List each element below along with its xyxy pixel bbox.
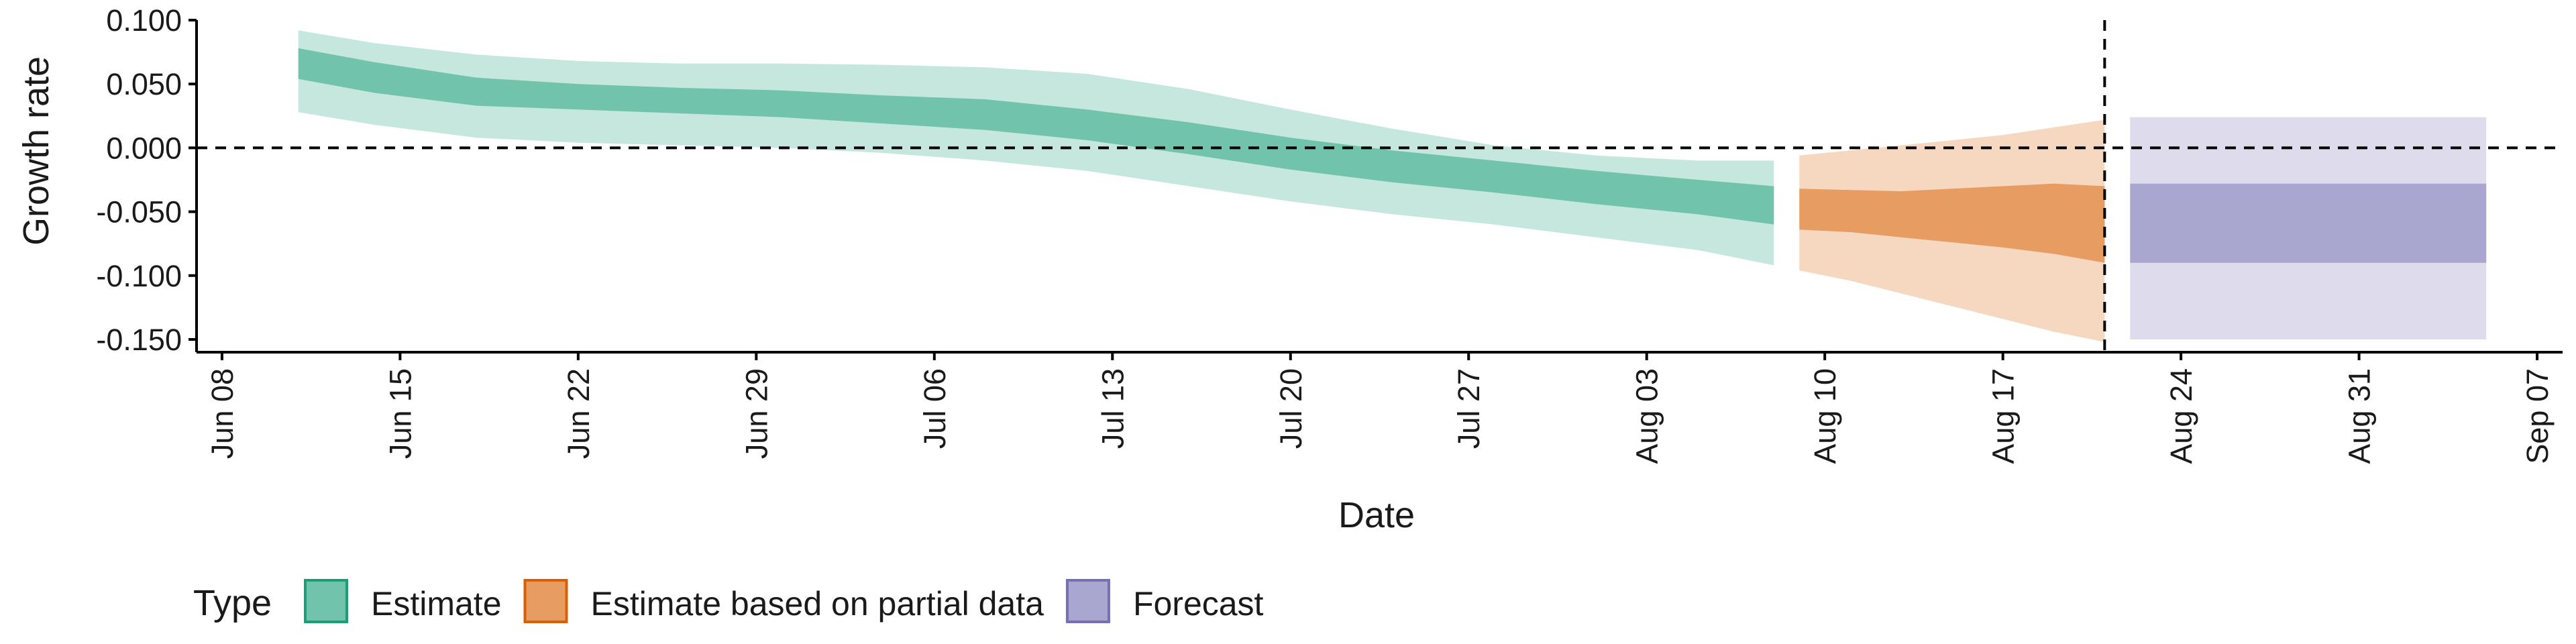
y-tick-label: -0.100 [96,259,182,293]
y-tick-label: -0.150 [96,323,182,357]
x-tick-label: Jun 29 [739,368,773,459]
y-tick-label: 0.000 [106,131,182,165]
legend-swatch [1065,579,1110,623]
x-tick-label: Aug 03 [1630,368,1664,464]
legend: Type Estimate Estimate based on partial d… [193,579,1264,623]
x-tick-label: Aug 24 [2164,368,2198,464]
axes: 0.100 0.050 0.000 -0.050 -0.100 -0.150 Jun 08 J… [96,3,2563,464]
x-tick-label: Jul 13 [1095,368,1130,449]
estimate-based-on-partial-data-inner-band [1799,183,2105,263]
legend-title: Type [193,583,272,623]
x-tick-label: Aug 10 [1808,368,1842,464]
x-tick-label: Jul 20 [1274,368,1308,449]
legend-item-label: Forecast [1133,585,1264,623]
x-tick-label: Sep 07 [2520,368,2555,464]
x-tick-label: Jul 06 [918,368,952,449]
x-tick-label: Jun 22 [561,368,596,459]
x-tick-label: Jul 27 [1452,368,1486,449]
legend-item-label: Estimate based on partial data [591,585,1044,623]
series-bands [298,30,2487,342]
estimate-inner-band [298,48,1774,225]
legend-swatch [304,579,348,623]
x-tick-label: Jun 15 [383,368,417,459]
y-tick-label: -0.050 [96,195,182,229]
x-tick-label: Aug 31 [2343,368,2377,464]
y-tick-label: 0.100 [106,3,182,38]
x-tick-label: Jun 08 [205,368,239,459]
legend-item-label: Estimate [371,585,502,623]
y-tick-label: 0.050 [106,67,182,101]
x-tick-label: Aug 17 [1986,368,2021,464]
legend-swatch [523,579,568,623]
y-axis-label: Growth rate [16,56,56,246]
x-axis-label: Date [1338,495,1415,535]
forecast-inner-band [2130,183,2487,263]
